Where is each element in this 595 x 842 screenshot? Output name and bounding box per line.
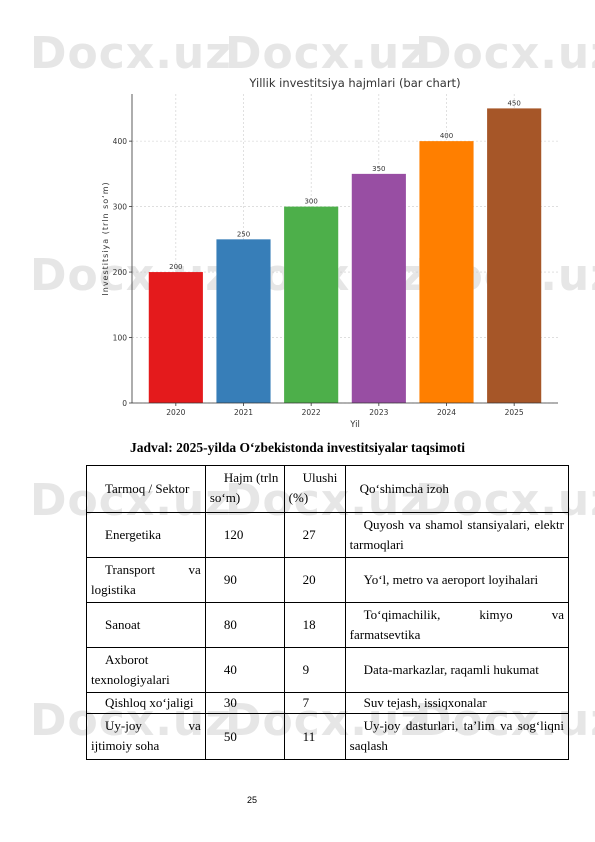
table-cell-share: 27 [283, 512, 346, 558]
bar-2020 [148, 272, 203, 403]
table-cell-share: 9 [283, 647, 346, 693]
data-label: 450 [507, 99, 520, 107]
table-header-volume: Hajm (trln so‘m) [204, 465, 285, 513]
table-cell-volume: 120 [204, 512, 285, 558]
table-cell-note: To‘qimachilik, kimyo va farmatsevtika [344, 602, 570, 648]
y-tick-label: 300 [113, 203, 128, 212]
bar-2024 [419, 141, 474, 403]
x-tick-label: 2023 [369, 408, 388, 417]
bar-2023 [351, 173, 406, 403]
x-tick-label: 2021 [234, 408, 253, 417]
table-header-note: Qo‘shimcha izoh [344, 465, 570, 513]
x-axis-label: Yil [349, 420, 360, 430]
table-cell-share: 20 [283, 557, 346, 603]
x-tick-label: 2020 [166, 408, 185, 417]
y-tick-label: 200 [113, 268, 128, 277]
y-tick-label: 0 [122, 399, 127, 408]
table-row: Sanoat 80 18 To‘qimachilik, kimyo va far… [86, 602, 570, 648]
data-label: 350 [372, 165, 385, 173]
data-label: 200 [169, 263, 182, 271]
table-cell-sector: Sanoat [86, 602, 206, 648]
table-cell-volume: 40 [204, 647, 285, 693]
table-cell-volume: 90 [204, 557, 285, 603]
y-tick-label: 400 [113, 137, 128, 146]
table-cell-sector: Uy-joy va ijtimoiy soha [86, 713, 206, 760]
bar-2022 [284, 206, 339, 403]
table-cell-share: 7 [283, 692, 346, 714]
chart-title: Yillik investitsiya hajmlari (bar chart) [248, 76, 460, 90]
table-cell-share: 11 [283, 713, 346, 760]
bar-chart: Yillik investitsiya hajmlari (bar chart)… [101, 76, 558, 430]
table-header-share: Ulushi (%) [283, 465, 346, 513]
investment-table: Tarmoq / Sektor Hajm (trln so‘m) Ulushi … [86, 465, 570, 760]
page-number: 25 [247, 795, 258, 805]
bar-2025 [487, 108, 542, 404]
data-label: 250 [237, 230, 250, 238]
table-cell-note: Quyosh va shamol stansiyalari, elektr ta… [344, 512, 570, 558]
table-row: Transport va logistika 90 20 Yo‘l, metro… [86, 557, 570, 603]
table-cell-note: Uy-joy dasturlari, ta’lim va sog‘liqni s… [344, 713, 570, 760]
table-header-sector: Tarmoq / Sektor [86, 465, 206, 513]
table-cell-sector: Qishloq xo‘jaligi [86, 692, 206, 714]
x-tick-label: 2022 [302, 408, 321, 417]
data-label: 400 [440, 132, 453, 140]
table-row: Energetika 120 27 Quyosh va shamol stans… [86, 512, 570, 558]
table-cell-note: Yo‘l, metro va aeroport loyihalari [344, 557, 570, 603]
table-cell-volume: 80 [204, 602, 285, 648]
table-caption: Jadval: 2025-yilda O‘zbekistonda investi… [129, 440, 466, 455]
table-cell-volume: 30 [204, 692, 285, 714]
table-cell-volume: 50 [204, 713, 285, 760]
x-tick-label: 2025 [505, 408, 524, 417]
bar-2021 [216, 239, 271, 403]
data-label: 300 [304, 198, 317, 206]
table-cell-sector: Transport va logistika [86, 557, 206, 603]
table-cell-sector: Axborot texnologiyalari [86, 647, 206, 693]
table-cell-note: Suv tejash, issiqxonalar [344, 692, 570, 714]
table-row: Qishloq xo‘jaligi 30 7 Suv tejash, issiq… [86, 692, 570, 714]
table-row: Uy-joy va ijtimoiy soha 50 11 Uy-joy das… [86, 713, 570, 760]
table-header-row: Tarmoq / Sektor Hajm (trln so‘m) Ulushi … [86, 465, 570, 513]
y-axis-label: Investitsiya (trln so‘m) [101, 181, 110, 295]
y-tick-label: 100 [113, 334, 128, 343]
x-tick-label: 2024 [437, 408, 456, 417]
table-row: Axborot texnologiyalari 40 9 Data-markaz… [86, 647, 570, 693]
table-cell-share: 18 [283, 602, 346, 648]
table-cell-sector: Energetika [86, 512, 206, 558]
table-cell-note: Data-markazlar, raqamli hukumat [344, 647, 570, 693]
